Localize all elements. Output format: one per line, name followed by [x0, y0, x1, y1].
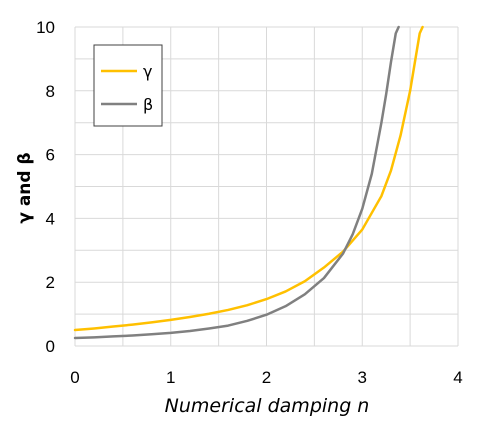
x-tick-label: 0 — [70, 368, 79, 387]
y-axis-title: γ and β — [15, 152, 35, 223]
legend-box — [93, 44, 163, 127]
legend-label-beta: β — [143, 95, 153, 114]
series-layer — [73, 25, 424, 340]
y-tick-label: 8 — [46, 82, 55, 101]
series-line-beta — [73, 25, 400, 340]
y-tick-label: 2 — [46, 273, 55, 292]
y-tick-label: 6 — [46, 146, 55, 165]
legend: γ β — [93, 44, 163, 127]
x-tick-label: 1 — [166, 368, 175, 387]
y-tick-label: 4 — [46, 209, 55, 228]
legend-label-gamma: γ — [143, 62, 152, 81]
y-tick-label: 10 — [36, 18, 55, 37]
y-tick-label: 0 — [46, 337, 55, 356]
x-axis-title: Numerical damping n — [165, 395, 370, 417]
series-line-gamma — [73, 25, 424, 332]
x-tick-label: 2 — [262, 368, 271, 387]
x-tick-label: 3 — [358, 368, 367, 387]
x-tick-label: 4 — [453, 368, 462, 387]
tick-labels: 0 1 2 3 4 0 2 4 6 8 10 — [36, 18, 463, 387]
